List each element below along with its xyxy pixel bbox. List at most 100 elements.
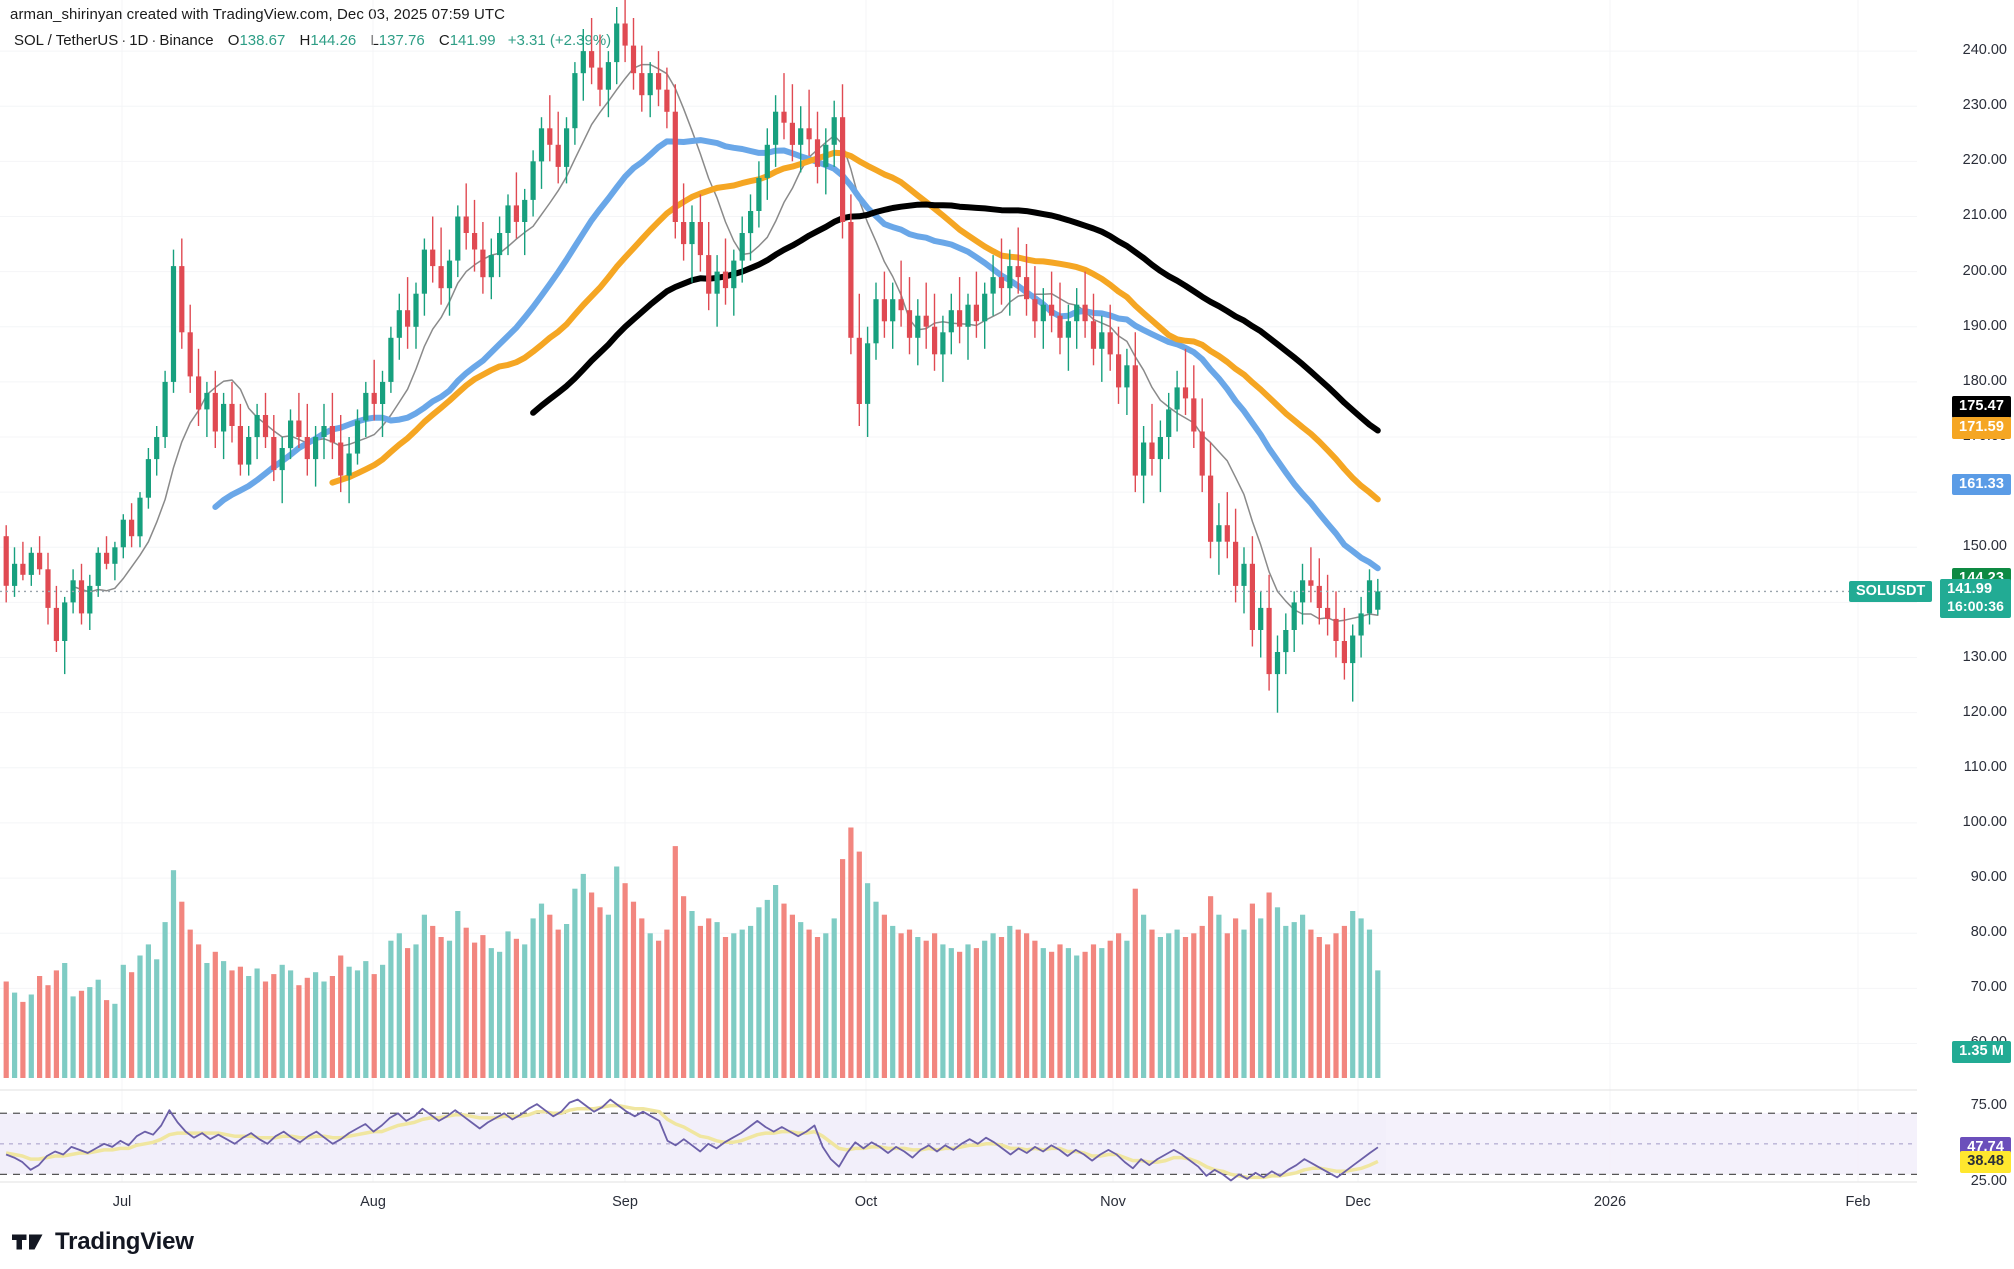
- ma200-badge[interactable]: 175.47: [1952, 395, 2011, 418]
- volume-bar: [840, 859, 846, 1078]
- candle-body: [748, 211, 754, 234]
- candle-body: [731, 260, 737, 289]
- volume-bar: [756, 907, 762, 1078]
- candle-body: [781, 111, 787, 123]
- volume-bar: [78, 990, 85, 1078]
- volume-bar: [421, 914, 427, 1078]
- volume-bar: [505, 931, 511, 1078]
- volume-bar: [1341, 925, 1347, 1078]
- volume-bar: [873, 901, 879, 1078]
- candle-body: [647, 73, 653, 96]
- candle-body: [714, 271, 720, 294]
- price-tick-label: 210.00: [1962, 207, 2007, 224]
- candle-body: [1074, 304, 1080, 322]
- volume-bar: [430, 925, 436, 1078]
- volume-bar: [823, 933, 829, 1078]
- candlestick-series: [3, 0, 1381, 713]
- price-tick-label: 200.00: [1962, 262, 2007, 279]
- candle-body: [848, 222, 854, 338]
- volume-bar: [957, 951, 963, 1078]
- tradingview-wordmark: TradingView: [55, 1228, 194, 1255]
- rsi-sma-badge[interactable]: 38.48: [1960, 1151, 2011, 1174]
- candle-body: [973, 304, 979, 322]
- candle-body: [923, 315, 929, 327]
- volume-bar: [806, 929, 812, 1078]
- volume-bar: [664, 929, 670, 1078]
- volume-bar: [1099, 948, 1105, 1078]
- candle-body: [346, 453, 352, 476]
- last-price-value: 141.99: [1947, 581, 1993, 598]
- volume-bar: [53, 970, 59, 1078]
- volume-bar: [1107, 940, 1113, 1078]
- volume-bar: [95, 979, 101, 1078]
- candle-body: [1224, 525, 1230, 542]
- candle-body: [1258, 607, 1264, 630]
- volume-bar: [37, 976, 43, 1078]
- candle-body: [706, 255, 712, 294]
- volume-bar: [848, 827, 854, 1078]
- time-tick-label: Nov: [1100, 1194, 1126, 1210]
- candle-body: [564, 128, 570, 167]
- volume-bar: [1233, 918, 1239, 1078]
- volume-value-badge[interactable]: 1.35 M: [1952, 1041, 2011, 1063]
- rsi-tick-label: 75.00: [1970, 1096, 2007, 1113]
- volume-bar: [1090, 944, 1097, 1078]
- volume-bar: [739, 929, 745, 1078]
- volume-bar: [1199, 925, 1205, 1078]
- volume-bar: [1124, 940, 1130, 1078]
- time-tick-label: 2026: [1593, 1194, 1627, 1210]
- chart-plot-area[interactable]: [0, 0, 1917, 1190]
- volume-bar: [656, 940, 662, 1078]
- candle-body: [1182, 387, 1189, 399]
- volume-bar: [973, 948, 979, 1078]
- volume-bar: [388, 940, 394, 1078]
- candle-body: [1241, 563, 1247, 586]
- volume-bar: [480, 935, 486, 1078]
- ma50-badge[interactable]: 161.33: [1952, 473, 2011, 496]
- rsi-line: [5, 1098, 1379, 1182]
- legend-high-key: H: [299, 32, 311, 49]
- candle-body: [371, 392, 377, 404]
- volume-bar: [1116, 933, 1122, 1078]
- time-tick-label: Sep: [612, 1194, 638, 1210]
- candle-body: [279, 448, 285, 471]
- candle-body: [513, 205, 519, 222]
- candle-body: [1116, 354, 1122, 388]
- legend-close-key: C: [438, 32, 450, 49]
- volume-bar: [104, 1000, 110, 1078]
- volume-bar: [522, 944, 528, 1078]
- volume-bar: [764, 899, 770, 1078]
- price-axis[interactable]: 240.00 230.00 220.00 210.00 200.00 190.00 180.…: [1849, 0, 2014, 1190]
- volume-bar: [1157, 937, 1163, 1078]
- legend-symbol[interactable]: SOL / TetherUS: [14, 32, 119, 49]
- candle-body: [212, 392, 218, 432]
- ma100-badge[interactable]: 171.59: [1952, 417, 2011, 439]
- volume-bar: [1224, 933, 1230, 1078]
- candle-body: [463, 216, 469, 233]
- last-price-badge[interactable]: 141.99 16:00:36: [1940, 579, 2011, 619]
- volume-bar: [990, 933, 996, 1078]
- candle-body: [798, 128, 804, 145]
- volume-bar: [890, 925, 896, 1078]
- candle-body: [1325, 607, 1331, 619]
- volume-bar: [672, 846, 678, 1078]
- volume-bar: [614, 866, 620, 1078]
- candle-body: [806, 128, 812, 140]
- volume-bar: [20, 1001, 26, 1078]
- volume-bar: [329, 976, 335, 1078]
- candle-body: [1015, 266, 1021, 278]
- price-tick-label: 230.00: [1962, 97, 2007, 114]
- symbol-pill[interactable]: SOLUSDT: [1849, 581, 1933, 603]
- candle-body: [1291, 602, 1297, 630]
- candle-body: [237, 426, 243, 465]
- candle-body: [405, 310, 411, 327]
- volume-bar: [1316, 937, 1322, 1078]
- volume-bar: [1366, 929, 1373, 1078]
- chart-canvas[interactable]: [0, 0, 1917, 1190]
- legend-close-value: 141.99: [449, 32, 496, 49]
- volume-bar: [1283, 925, 1289, 1078]
- volume-bar: [120, 964, 126, 1078]
- legend-exchange[interactable]: Binance: [159, 32, 214, 49]
- legend-interval[interactable]: 1D: [129, 32, 149, 49]
- time-axis[interactable]: Jul Aug Sep Oct Nov Dec 2026 Feb: [0, 1190, 1917, 1224]
